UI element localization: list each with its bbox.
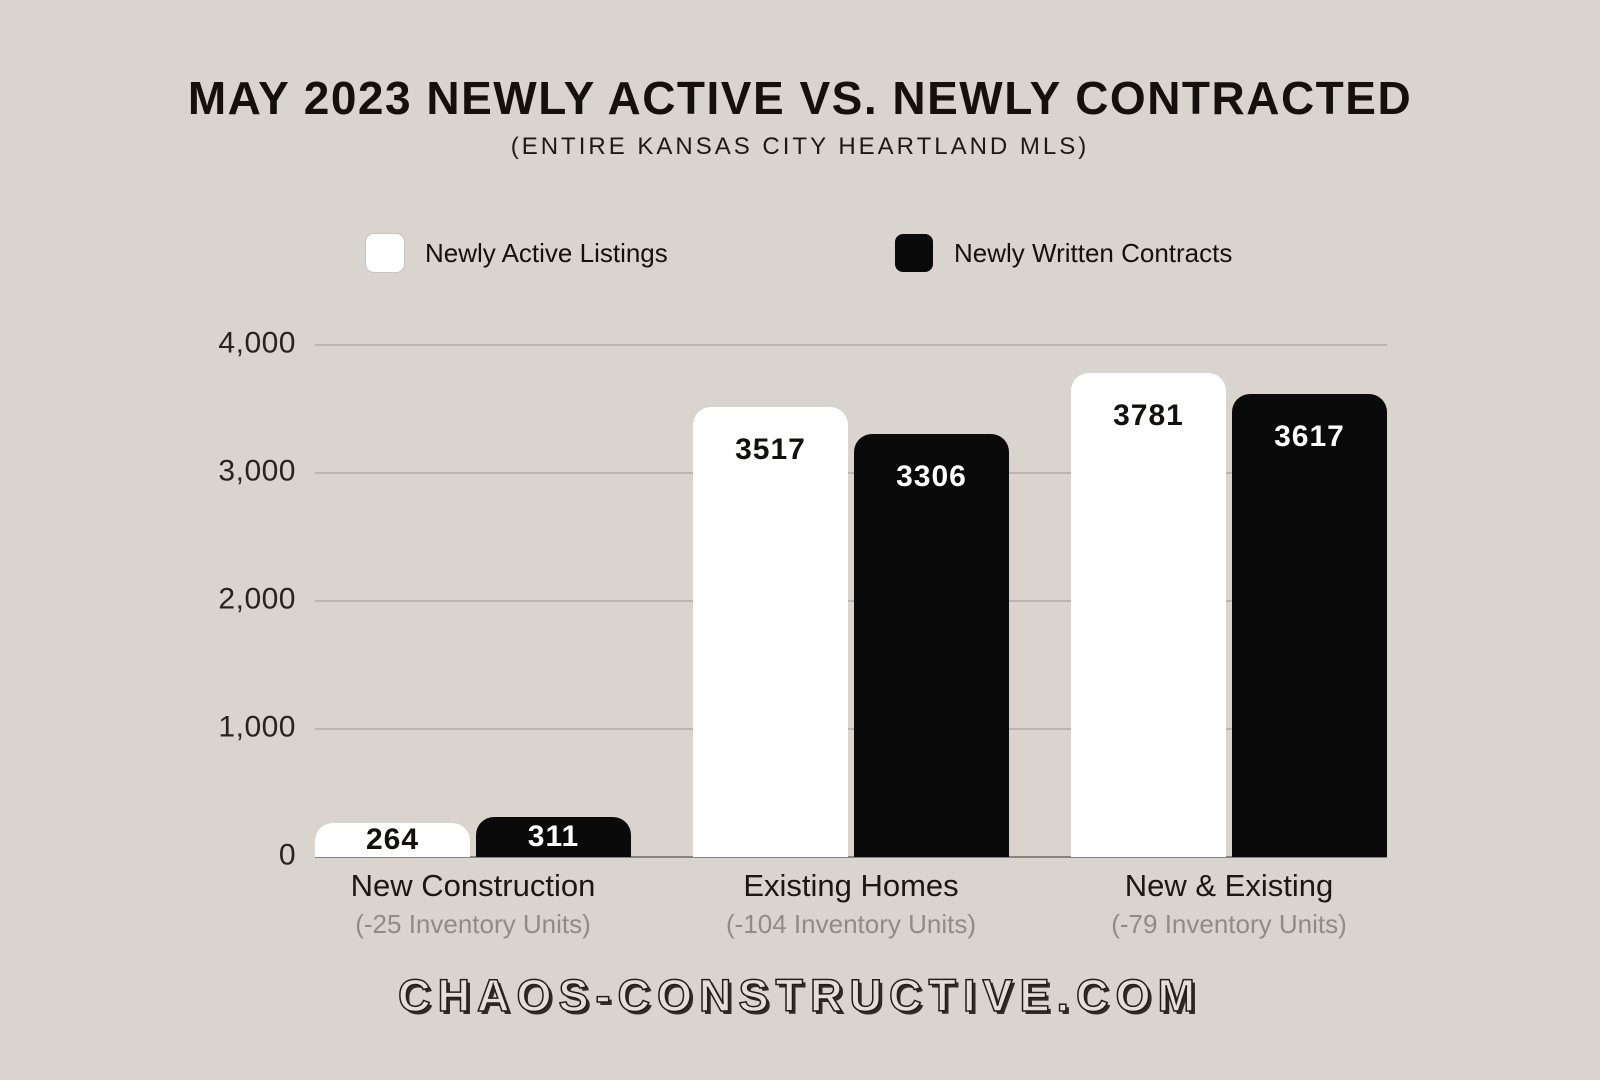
category-note: (-104 Inventory Units): [726, 909, 976, 939]
y-axis: 0 1,000 2,000 3,000 4,000: [0, 327, 296, 872]
y-tick-label: 1,000: [218, 710, 296, 744]
legend-item-newly-contracted: Newly Written Contracts: [895, 233, 1232, 273]
category-label: Existing Homes (-104 Inventory Units): [693, 868, 1009, 940]
category-name: Existing Homes: [743, 868, 959, 903]
category-row: New Construction (-25 Inventory Units) Exi…: [315, 868, 1387, 940]
bar-value-label: 264: [365, 823, 420, 856]
bar-active: 3517: [693, 407, 848, 857]
legend-swatch-white-icon: [366, 234, 404, 272]
bar-contracts: 3617: [1232, 394, 1387, 857]
bar-active: 3781: [1071, 373, 1226, 857]
category-note: (-25 Inventory Units): [355, 909, 591, 939]
legend-swatch-black-icon: [895, 234, 933, 272]
footer-url: CHAOS-CONSTRUCTIVE.COM: [397, 969, 1202, 1022]
page-title: MAY 2023 NEWLY ACTIVE VS. NEWLY CONTRACT…: [187, 72, 1413, 124]
bar-contracts: 3306: [854, 434, 1009, 857]
category-name: New & Existing: [1124, 868, 1334, 903]
gridline: [315, 728, 1387, 730]
gridline: [315, 472, 1387, 474]
y-tick-label: 4,000: [218, 326, 296, 360]
category-label: New Construction (-25 Inventory Units): [315, 868, 631, 940]
bar-value-label: 311: [527, 820, 580, 853]
bar-value-label: 3306: [896, 460, 967, 493]
bar-group: 3781 3617: [1071, 373, 1387, 857]
bar-active: 264: [315, 823, 470, 857]
plot-area: 264 311 3517 3306 3781 3617: [315, 344, 1387, 858]
gridline: [315, 344, 1387, 346]
y-tick-label: 0: [278, 838, 296, 872]
page-subtitle: (ENTIRE KANSAS CITY HEARTLAND MLS): [510, 133, 1090, 160]
bar-group: 264 311: [315, 817, 631, 857]
bar-value-label: 3617: [1274, 420, 1345, 453]
category-label: New & Existing (-79 Inventory Units): [1071, 868, 1387, 940]
legend-label: Newly Written Contracts: [954, 237, 1233, 268]
legend-label: Newly Active Listings: [425, 237, 668, 268]
bar-value-label: 3781: [1113, 399, 1184, 432]
gridline: [315, 600, 1387, 602]
legend-item-newly-active: Newly Active Listings: [366, 233, 668, 273]
bar-group: 3517 3306: [693, 407, 1009, 857]
x-axis-line: [315, 856, 1387, 858]
bar-groups: 264 311 3517 3306 3781 3617: [315, 345, 1387, 857]
bar-contracts: 311: [476, 817, 631, 857]
y-tick-label: 2,000: [218, 582, 296, 616]
bar-value-label: 3517: [735, 433, 806, 466]
y-tick-label: 3,000: [218, 454, 296, 488]
category-note: (-79 Inventory Units): [1111, 909, 1347, 939]
category-name: New Construction: [350, 868, 596, 903]
